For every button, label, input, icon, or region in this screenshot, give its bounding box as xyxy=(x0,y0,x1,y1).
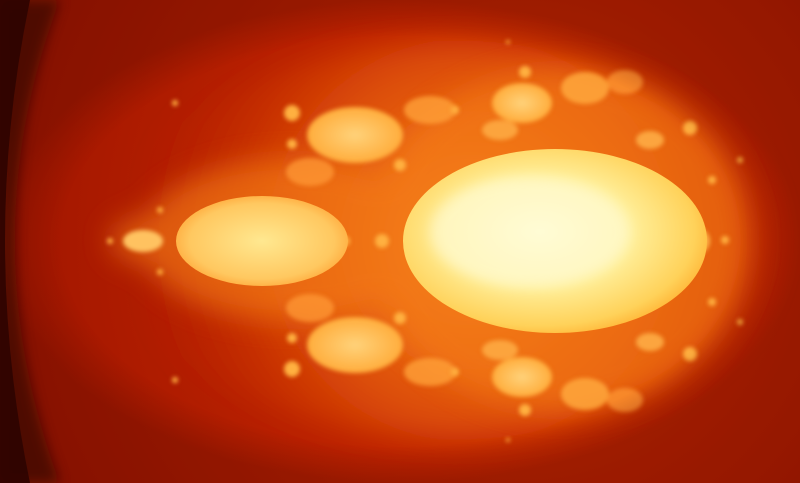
vignette xyxy=(0,0,800,483)
fractal-image xyxy=(0,0,800,483)
mandelbrot-fractal xyxy=(0,0,800,483)
